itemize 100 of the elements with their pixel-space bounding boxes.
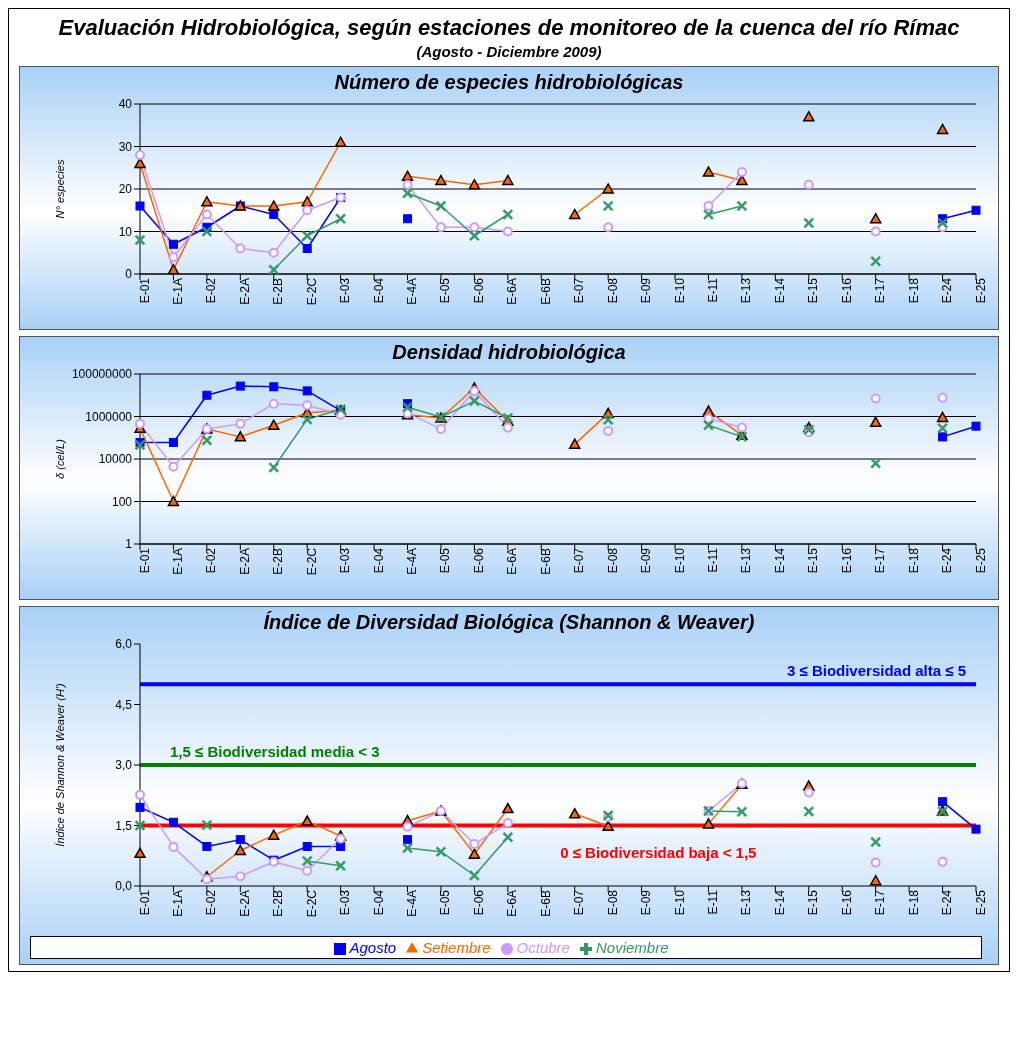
y-axis-title: Índice de Shannon & Weaver (H') (53, 683, 66, 847)
x-tick-label: E-24 (940, 889, 955, 916)
y-axis-title: δ (cel/L) (53, 438, 66, 479)
x-tick-label: E-10 (672, 547, 687, 574)
y-tick-label: 1 (125, 537, 133, 552)
chart-title: Índice de Diversidad Biológica (Shannon & Weaver) (262, 610, 756, 634)
x-tick-label: E-6A (505, 890, 520, 917)
x-tick-label: E-6A (505, 548, 520, 575)
x-tick-label: E-01 (137, 277, 152, 304)
x-tick-label: E-15 (806, 889, 821, 916)
x-tick-label: E-2C (304, 277, 319, 306)
x-tick-label: E-02 (204, 547, 219, 574)
x-tick-label: E-2B (271, 890, 286, 917)
x-tick-label: E-14 (772, 547, 787, 574)
x-tick-label: E-13 (739, 889, 754, 916)
y-tick-label: 20 (118, 182, 133, 197)
x-tick-label: E-17 (873, 889, 888, 916)
y-tick-label: 1,5 (115, 818, 133, 833)
x-tick-label: E-07 (572, 547, 587, 574)
x-tick-label: E-08 (605, 547, 620, 574)
x-tick-label: E-1A (170, 890, 185, 917)
y-tick-label: 0,0 (115, 879, 133, 894)
x-tick-label: E-4A (405, 548, 420, 575)
x-tick-label: E-10 (672, 889, 687, 916)
x-tick-label: E-2A (237, 548, 252, 575)
x-tick-label: E-03 (338, 889, 353, 916)
x-tick-label: E-09 (639, 277, 654, 304)
x-tick-label: E-14 (772, 889, 787, 916)
y-tick-label: 1000000 (85, 409, 133, 424)
y-tick-label: 4,5 (115, 697, 133, 712)
x-tick-label: E-11 (706, 547, 720, 573)
x-tick-label: E-08 (605, 889, 620, 916)
x-tick-label: E-1A (170, 548, 185, 575)
x-tick-label: E-2C (304, 547, 319, 576)
x-tick-label: E-01 (137, 889, 152, 916)
x-tick-label: E-15 (806, 547, 821, 574)
x-tick-label: E-25 (973, 889, 988, 916)
legend-label: Agosto (349, 939, 397, 956)
x-tick-label: E-17 (873, 547, 888, 574)
x-tick-label: E-25 (973, 277, 988, 304)
y-tick-label: 30 (118, 139, 133, 154)
y-tick-label: 100 (111, 494, 133, 509)
x-tick-label: E-13 (739, 277, 754, 304)
x-tick-label: E-09 (639, 889, 654, 916)
x-tick-label: E-2A (237, 278, 252, 305)
text: Evaluación Hidrobiológica, según estaciones de monitoreo de la cuenca del río Rímac (57, 14, 961, 41)
x-tick-label: E-16 (839, 547, 854, 574)
x-tick-label: E-06 (471, 889, 486, 916)
x-tick-label: E-2B (271, 548, 286, 575)
ref-line-label: 3 ≤ Biodiversidad alta ≤ 5 (786, 662, 966, 680)
x-tick-label: E-1A (170, 278, 185, 305)
x-tick-label: E-17 (873, 277, 888, 304)
y-tick-label: 10000 (98, 452, 133, 467)
x-tick-label: E-07 (572, 889, 587, 916)
x-tick-label: E-11 (706, 889, 720, 915)
x-tick-label: E-6B (538, 548, 553, 575)
x-tick-label: E-07 (572, 277, 587, 304)
y-tick-label: 40 (118, 97, 133, 112)
legend-label: Noviembre (595, 939, 669, 956)
x-tick-label: E-25 (973, 547, 988, 574)
chart-title: Densidad hidrobiológica (391, 340, 627, 364)
x-tick-label: E-2B (271, 278, 286, 305)
chart-title: Número de especies hidrobiológicas (333, 70, 685, 94)
ref-line-label: 1,5 ≤ Biodiversidad media < 3 (170, 743, 380, 760)
x-tick-label: E-16 (839, 277, 854, 304)
x-tick-label: E-13 (739, 547, 754, 574)
x-tick-label: E-4A (405, 278, 420, 305)
x-tick-label: E-11 (706, 277, 720, 303)
legend-label: Octubre (516, 939, 570, 956)
x-tick-label: E-04 (371, 889, 386, 916)
x-tick-label: E-03 (338, 547, 353, 574)
x-tick-label: E-02 (204, 277, 219, 304)
x-tick-label: E-16 (839, 889, 854, 916)
x-tick-label: E-6B (538, 278, 553, 305)
x-tick-label: E-05 (438, 277, 453, 304)
text: (Agosto - Diciembre 2009) (415, 42, 603, 60)
y-tick-label: 100000000 (71, 367, 133, 382)
y-axis-title: N° especies (53, 159, 66, 219)
x-tick-label: E-06 (471, 547, 486, 574)
y-tick-label: 10 (118, 224, 133, 239)
x-tick-label: E-14 (772, 277, 787, 304)
x-tick-label: E-04 (371, 277, 386, 304)
x-tick-label: E-6A (505, 278, 520, 305)
x-tick-label: E-2A (237, 890, 252, 917)
x-tick-label: E-02 (204, 889, 219, 916)
x-tick-label: E-4A (405, 890, 420, 917)
x-tick-label: E-03 (338, 277, 353, 304)
x-tick-label: E-2C (304, 889, 319, 918)
x-tick-label: E-24 (940, 277, 955, 304)
y-tick-label: 0 (125, 267, 133, 282)
x-tick-label: E-24 (940, 547, 955, 574)
x-tick-label: E-18 (906, 889, 921, 916)
x-tick-label: E-18 (906, 547, 921, 574)
x-tick-label: E-04 (371, 547, 386, 574)
x-tick-label: E-18 (906, 277, 921, 304)
x-tick-label: E-05 (438, 547, 453, 574)
x-tick-label: E-01 (137, 547, 152, 574)
x-tick-label: E-09 (639, 547, 654, 574)
y-tick-label: 3,0 (115, 758, 133, 773)
ref-line-label: 0 ≤ Biodiversidad baja < 1,5 (560, 843, 757, 861)
